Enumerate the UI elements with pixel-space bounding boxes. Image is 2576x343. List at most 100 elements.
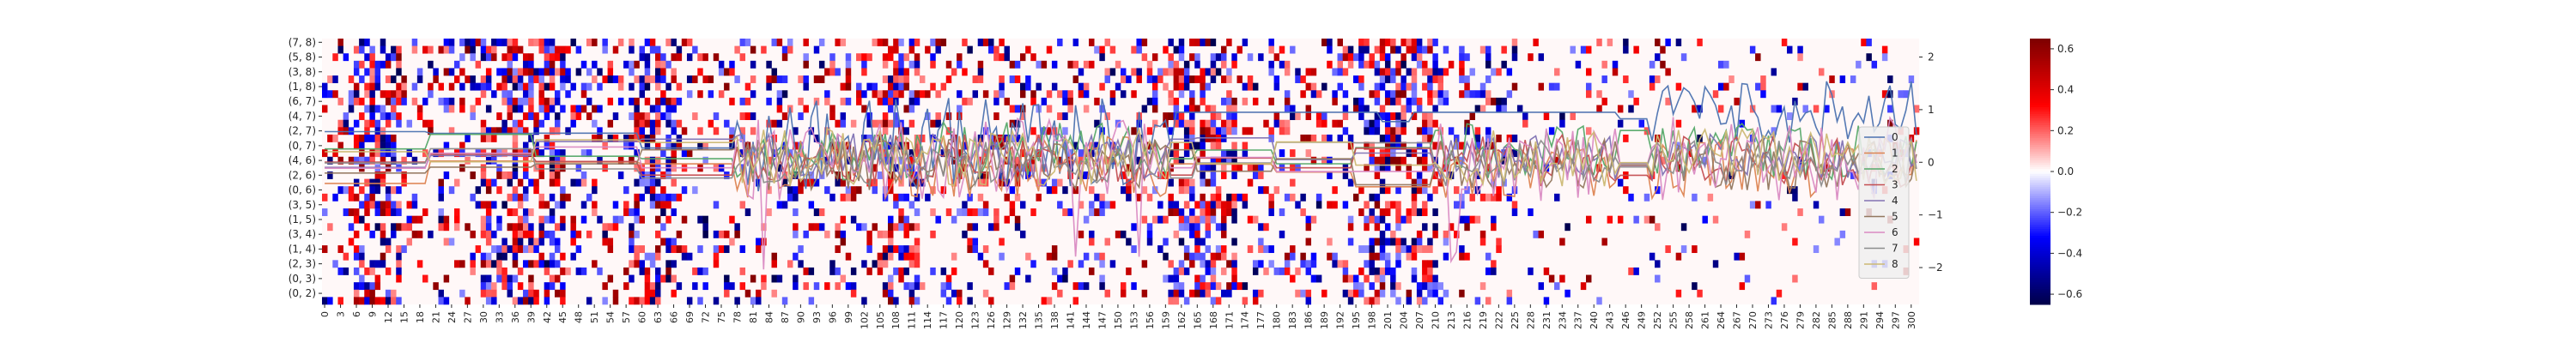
heatmap-cell [957,105,963,113]
heatmap-cell [861,68,867,76]
heatmap-cell [1400,39,1406,46]
x-tick-label: 228 [1525,311,1536,329]
heatmap-cell [1692,282,1698,291]
heatmap-cell [1268,201,1274,209]
heatmap-cell [1163,274,1169,283]
heatmap-cell [967,223,973,232]
heatmap-cell [586,82,592,91]
heatmap-cell [1400,238,1406,246]
heatmap-cell [776,39,783,46]
right-tick-label: −2 [1928,262,1943,274]
heatmap-cell [496,172,502,179]
x-tick-label: 72 [701,311,712,323]
heatmap-cell [369,186,375,195]
heatmap-cell [374,105,381,113]
heatmap-cell [401,75,407,83]
heatmap-cell [1675,289,1682,298]
heatmap-cell [713,53,720,62]
heatmap-cell [1400,112,1406,121]
heatmap-cell [617,156,624,165]
x-tick-label: 219 [1478,311,1489,329]
heatmap-cell [1390,97,1396,105]
heatmap-cell [977,156,984,165]
heatmap-cell [872,164,878,172]
heatmap-cell [993,90,999,99]
heatmap-cell [882,60,889,69]
heatmap-cell [1506,90,1513,99]
heatmap-cell [1300,134,1306,142]
heatmap-cell [1400,82,1406,91]
heatmap-cell [1395,68,1401,76]
heatmap-cell [623,208,629,216]
heatmap-cell [655,97,661,105]
heatmap-cell [750,297,756,305]
heatmap-cell [480,53,487,62]
heatmap-cell [438,193,444,202]
y-tick-label: (6, 7) [289,95,316,107]
colorbar-segment [2030,184,2050,188]
heatmap-cell [888,45,894,54]
heatmap-cell [374,282,381,291]
heatmap-cell [1194,274,1200,283]
heatmap-cell [1506,289,1513,298]
heatmap-cell [1268,127,1274,135]
heatmap-cell [1395,60,1401,69]
heatmap-cell [671,156,677,165]
heatmap-cell [1200,68,1206,76]
heatmap-cell [1443,252,1449,261]
colorbar-segment [2030,222,2050,226]
heatmap-cell [1379,112,1386,121]
heatmap-cell [359,201,365,209]
heatmap-cell [1903,90,1909,99]
heatmap-cell [1226,127,1232,135]
x-tick-label: 210 [1430,311,1441,329]
heatmap-cell [808,223,815,232]
heatmap-cell [1194,252,1200,261]
heatmap-cell [988,223,994,232]
heatmap-cell [1009,134,1016,142]
heatmap-cell [1242,82,1249,91]
heatmap-cell [586,297,592,305]
heatmap-cell [1104,238,1110,246]
heatmap-cell [496,164,502,172]
heatmap-cell [554,156,561,165]
heatmap-cell [1168,68,1174,76]
heatmap-cell [972,245,979,254]
heatmap-cell [1210,252,1217,261]
heatmap-cell [465,134,471,142]
heatmap-cell [999,238,1005,246]
heatmap-cell [1226,39,1232,46]
heatmap-cell [528,223,534,232]
heatmap-cell [686,39,693,46]
heatmap-cell [972,208,979,216]
heatmap-cell [1384,68,1391,76]
heatmap-cell [1221,60,1227,69]
heatmap-cell [750,45,756,54]
heatmap-cell [644,289,651,298]
heatmap-cell [411,230,418,238]
heatmap-cell [1585,90,1592,99]
heatmap-cell [448,127,455,135]
heatmap-cell [1369,119,1375,128]
heatmap-cell [1168,127,1174,135]
heatmap-cell [1347,60,1354,69]
heatmap-cell [337,141,343,150]
heatmap-cell [771,39,777,46]
heatmap-cell [560,186,566,195]
heatmap-cell [453,178,460,187]
heatmap-cell [1252,82,1259,91]
heatmap-cell [612,75,619,83]
heatmap-cell [1596,39,1602,46]
heatmap-cell [1194,230,1200,238]
heatmap-cell [380,60,386,69]
heatmap-cell [1215,282,1222,291]
heatmap-cell [644,119,651,128]
heatmap-cell [480,90,487,99]
heatmap-cell [882,127,889,135]
heatmap-cell [713,252,720,261]
heatmap-cell [485,53,492,62]
heatmap-cell [1411,267,1418,275]
heatmap-cell [1374,223,1381,232]
heatmap-cell [951,289,957,298]
heatmap-cell [945,208,952,216]
